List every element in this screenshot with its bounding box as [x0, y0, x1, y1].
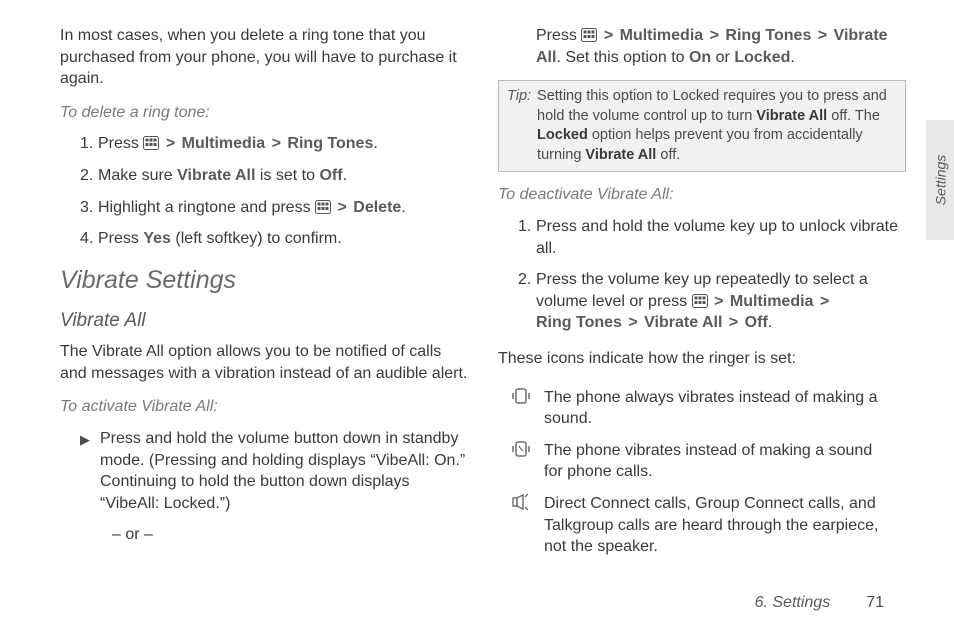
icons-lead: These icons indicate how the ringer is s…: [498, 348, 906, 370]
side-tab-label: Settings: [932, 155, 948, 206]
step-1: 1. Press > Multimedia > Ring Tones.: [80, 133, 468, 155]
icon-table: The phone always vibrates instead of mak…: [512, 382, 906, 563]
triangle-bullet-icon: ▶: [80, 428, 90, 514]
deact-step-1: 1. Press and hold the volume key up to u…: [518, 216, 906, 259]
deact-step-2: 2. Press the volume key up repeatedly to…: [518, 269, 906, 334]
vibrate-desc: The Vibrate All option allows you to be …: [60, 341, 468, 384]
menu-key-icon: [315, 200, 331, 214]
menu-key-icon: [143, 136, 159, 150]
deactivate-steps: 1. Press and hold the volume key up to u…: [498, 216, 906, 334]
activate-lead: To activate Vibrate All:: [60, 396, 468, 418]
vibrate-calls-icon: [512, 440, 530, 458]
menu-key-icon: [692, 294, 708, 308]
menu-key-icon: [581, 28, 597, 42]
or-separator: – or –: [60, 524, 468, 546]
earpiece-icon: [512, 493, 530, 511]
icon-row-3: Direct Connect calls, Group Connect call…: [512, 488, 906, 563]
vibrate-settings-heading: Vibrate Settings: [60, 264, 468, 298]
side-tab: Settings: [926, 120, 954, 240]
deactivate-lead: To deactivate Vibrate All:: [498, 184, 906, 206]
step-3: 3. Highlight a ringtone and press > Dele…: [80, 197, 468, 219]
vibrate-all-heading: Vibrate All: [60, 308, 468, 334]
page-content: In most cases, when you delete a ring to…: [0, 0, 954, 563]
footer-page-number: 71: [866, 594, 884, 612]
left-column: In most cases, when you delete a ring to…: [60, 25, 468, 563]
tip-body: Setting this option to Locked requires y…: [537, 87, 895, 165]
tip-label: Tip:: [507, 87, 531, 165]
icon-row-2: The phone vibrates instead of making a s…: [512, 435, 906, 488]
step-4: 4. Press Yes (left softkey) to confirm.: [80, 228, 468, 250]
page-footer: 6. Settings 71: [755, 594, 884, 612]
activate-bullet: ▶ Press and hold the volume button down …: [60, 428, 468, 514]
footer-chapter: 6. Settings: [755, 594, 831, 612]
right-column: Press > Multimedia > Ring Tones > Vibrat…: [498, 25, 906, 563]
tip-box: Tip: Setting this option to Locked requi…: [498, 80, 906, 172]
continuation-line: Press > Multimedia > Ring Tones > Vibrat…: [498, 25, 906, 68]
vibrate-always-icon: [512, 387, 530, 405]
delete-steps: 1. Press > Multimedia > Ring Tones. 2. M…: [60, 133, 468, 249]
delete-lead: To delete a ring tone:: [60, 102, 468, 124]
step-2: 2. Make sure Vibrate All is set to Off.: [80, 165, 468, 187]
icon-row-1: The phone always vibrates instead of mak…: [512, 382, 906, 435]
intro-paragraph: In most cases, when you delete a ring to…: [60, 25, 468, 90]
